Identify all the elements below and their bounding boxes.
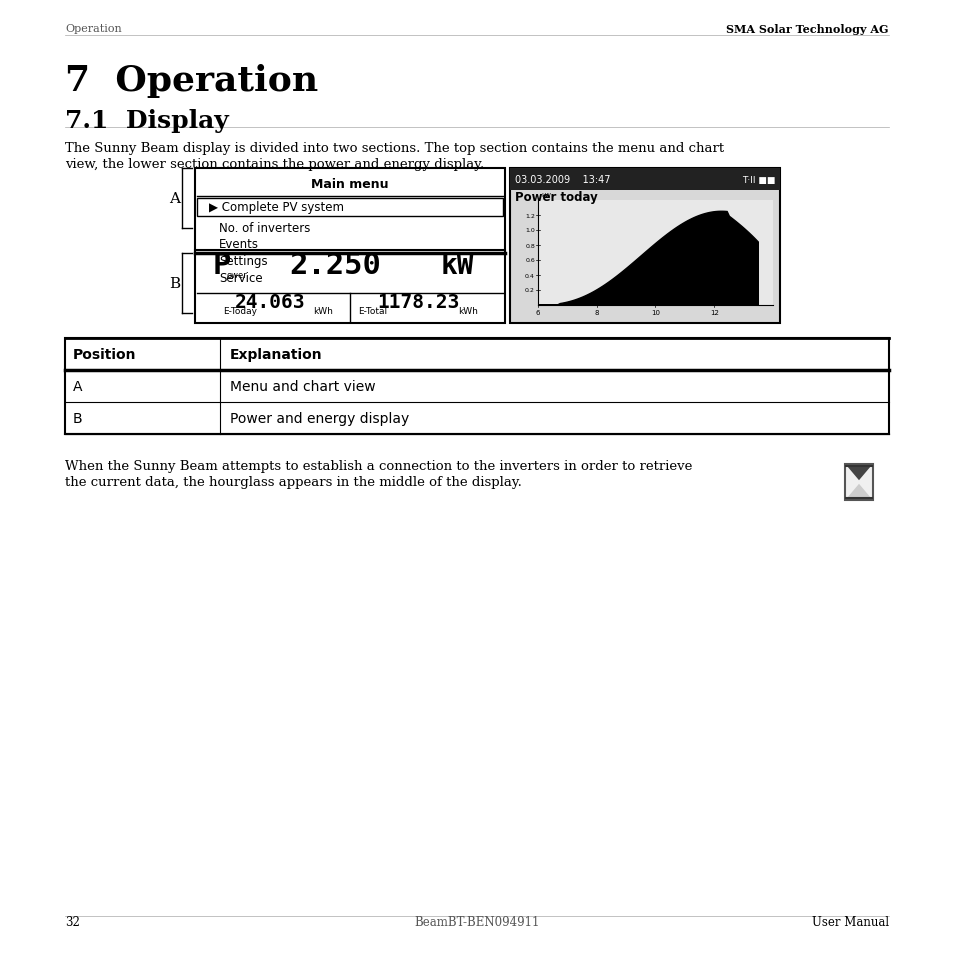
Text: When the Sunny Beam attempts to establish a connection to the inverters in order: When the Sunny Beam attempts to establis… [65,459,692,473]
Bar [196,199,502,216]
Polygon shape [846,467,870,480]
Text: 7.1  Display: 7.1 Display [65,109,229,132]
Text: 24.063: 24.063 [234,293,305,312]
Text: 6: 6 [536,310,539,315]
Text: ▶ Complete PV system: ▶ Complete PV system [209,201,344,214]
Bar [510,169,780,324]
Bar [510,169,780,191]
Text: P: P [213,252,232,280]
Text: A: A [170,192,180,206]
Bar [65,338,888,371]
Text: Operation: Operation [65,24,122,34]
Text: T·ll ■■: T·ll ■■ [740,175,774,184]
Text: 10: 10 [650,310,659,315]
Text: 0.2: 0.2 [524,288,535,294]
Text: 7  Operation: 7 Operation [65,64,318,98]
Text: 2.250: 2.250 [289,252,380,280]
Bar [196,171,502,196]
Text: 1178.23: 1178.23 [376,293,458,312]
Text: BeamBT-BEN094911: BeamBT-BEN094911 [414,915,539,928]
Text: 1.2: 1.2 [524,213,535,218]
Text: 03.03.2009    13:47: 03.03.2009 13:47 [515,174,610,185]
Text: Events: Events [219,238,258,252]
Text: 0.8: 0.8 [525,243,535,248]
Text: Power today: Power today [515,191,598,203]
Text: Explanation: Explanation [230,348,322,361]
Text: E-Today: E-Today [223,307,256,316]
Text: kW: kW [440,252,474,280]
Text: User Manual: User Manual [811,915,888,928]
Bar [537,201,772,306]
Text: Power and energy display: Power and energy display [230,412,409,426]
Text: A: A [73,379,82,394]
Bar [844,464,872,500]
Text: the current data, the hourglass appears in the middle of the display.: the current data, the hourglass appears … [65,476,521,489]
Text: Service: Service [219,273,262,285]
Text: 12: 12 [709,310,718,315]
Text: 0.4: 0.4 [524,274,535,278]
Text: 0.6: 0.6 [525,258,535,263]
Text: E-Total: E-Total [357,307,387,316]
Text: SMA Solar Technology AG: SMA Solar Technology AG [726,24,888,35]
Text: Main menu: Main menu [311,177,388,191]
Polygon shape [537,212,758,306]
Text: Position: Position [73,348,136,361]
Text: ower: ower [227,271,248,279]
Bar [194,169,504,324]
Text: kWh: kWh [313,307,333,316]
Text: The Sunny Beam display is divided into two sections. The top section contains th: The Sunny Beam display is divided into t… [65,142,723,154]
Text: 8: 8 [594,310,598,315]
Polygon shape [846,484,870,498]
Bar [65,338,888,435]
Text: No. of inverters: No. of inverters [219,221,310,234]
Text: kWh: kWh [457,307,477,316]
Text: 1.0: 1.0 [525,229,535,233]
Text: Menu and chart view: Menu and chart view [230,379,375,394]
Text: B: B [73,412,83,426]
Text: view, the lower section contains the power and energy display.: view, the lower section contains the pow… [65,158,484,171]
Text: B: B [170,276,180,291]
Text: 32: 32 [65,915,80,928]
Text: Settings: Settings [219,255,268,268]
Text: kW: kW [540,193,550,198]
